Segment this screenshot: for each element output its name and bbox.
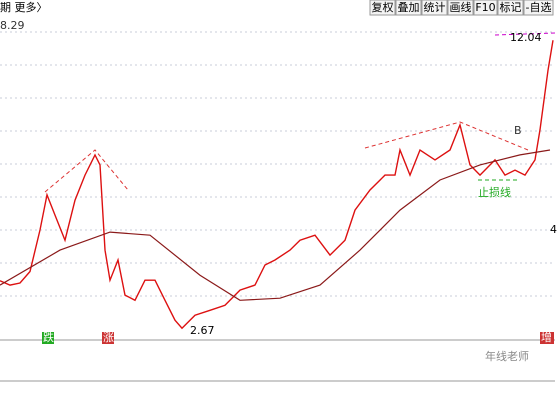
add-label: 增: [541, 330, 552, 344]
toolbar-left[interactable]: 期 更多〉: [0, 0, 48, 14]
toolbar-button-label[interactable]: -自选: [526, 1, 552, 14]
toolbar-button-label[interactable]: 统计: [424, 1, 446, 14]
fall-label: 跌: [43, 330, 54, 344]
low-label: 2.67: [190, 324, 215, 337]
watermark: 年线老师: [485, 349, 529, 363]
rise-badge: [102, 332, 114, 344]
grid: [0, 31, 555, 382]
toolbar-button[interactable]: [421, 0, 448, 16]
toolbar-button-label[interactable]: 标记: [500, 0, 522, 14]
price-line: [0, 149, 551, 301]
trend-lines: [44, 32, 556, 193]
add-badge: [540, 332, 554, 344]
toolbar-button-label[interactable]: 复权: [372, 0, 394, 14]
toolbar-button[interactable]: [447, 0, 474, 16]
toolbar-button-label[interactable]: 画线: [450, 0, 472, 14]
price-line: [0, 40, 554, 330]
rise-label: 涨: [103, 331, 114, 344]
toolbar-button-label[interactable]: F10: [475, 1, 495, 14]
b-label: B: [514, 124, 522, 137]
toolbar-button[interactable]: [369, 0, 396, 16]
stop-label: 止损线: [478, 185, 511, 199]
toolbar-button[interactable]: [497, 0, 524, 16]
toolbar-button[interactable]: [473, 0, 498, 16]
high-label: 12.04: [510, 31, 542, 44]
toolbar-button[interactable]: [523, 0, 554, 16]
toolbar-button-label[interactable]: 叠加: [398, 1, 420, 14]
plot: [0, 40, 554, 330]
fall-badge: [42, 332, 54, 344]
right-label: 4: [550, 223, 557, 236]
toolbar-button[interactable]: [395, 0, 422, 16]
toolbar-buttons: 复权 叠加 统计 画线 F10 标记 -自选: [369, 0, 554, 16]
price-label: 8.29: [0, 19, 25, 32]
